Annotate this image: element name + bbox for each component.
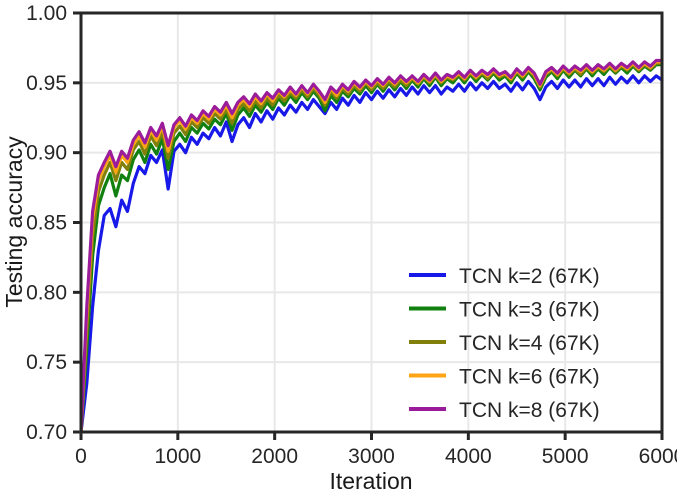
legend-label-3: TCN k=6 (67K) — [459, 366, 600, 389]
x-tick-label: 2000 — [251, 445, 298, 468]
y-axis-title: Testing accuracy — [1, 136, 27, 308]
y-tick-label: 1.00 — [26, 2, 67, 25]
legend-label-4: TCN k=8 (67K) — [459, 399, 600, 422]
y-tick-label: 0.70 — [26, 421, 67, 444]
chart-legend: TCN k=2 (67K) TCN k=3 (67K) TCN k=4 (67K) T… — [409, 265, 600, 422]
legend-label-0: TCN k=2 (67K) — [459, 265, 600, 288]
x-tick-label: 4000 — [445, 445, 492, 468]
y-tick-label: 0.90 — [26, 142, 67, 165]
x-tick-label: 3000 — [348, 445, 395, 468]
legend-label-2: TCN k=4 (67K) — [459, 332, 600, 355]
x-tick-label: 5000 — [542, 445, 589, 468]
y-tick-label: 0.80 — [26, 281, 67, 304]
x-axis-title: Iteration — [329, 468, 412, 494]
plot-border — [79, 11, 664, 434]
x-tick-label: 1000 — [154, 445, 201, 468]
y-tick-label: 0.75 — [26, 351, 67, 374]
series-line-0 — [79, 74, 664, 434]
y-tick-label: 0.85 — [26, 212, 67, 235]
x-tick-label: 0 — [75, 445, 87, 468]
y-tick-labels: 0.70 0.75 0.80 0.85 0.90 0.95 1.00 — [26, 2, 67, 444]
y-tick-label: 0.95 — [26, 72, 67, 95]
data-series-group — [79, 58, 664, 434]
series-line-4 — [79, 58, 664, 434]
legend-label-1: TCN k=3 (67K) — [459, 299, 600, 322]
